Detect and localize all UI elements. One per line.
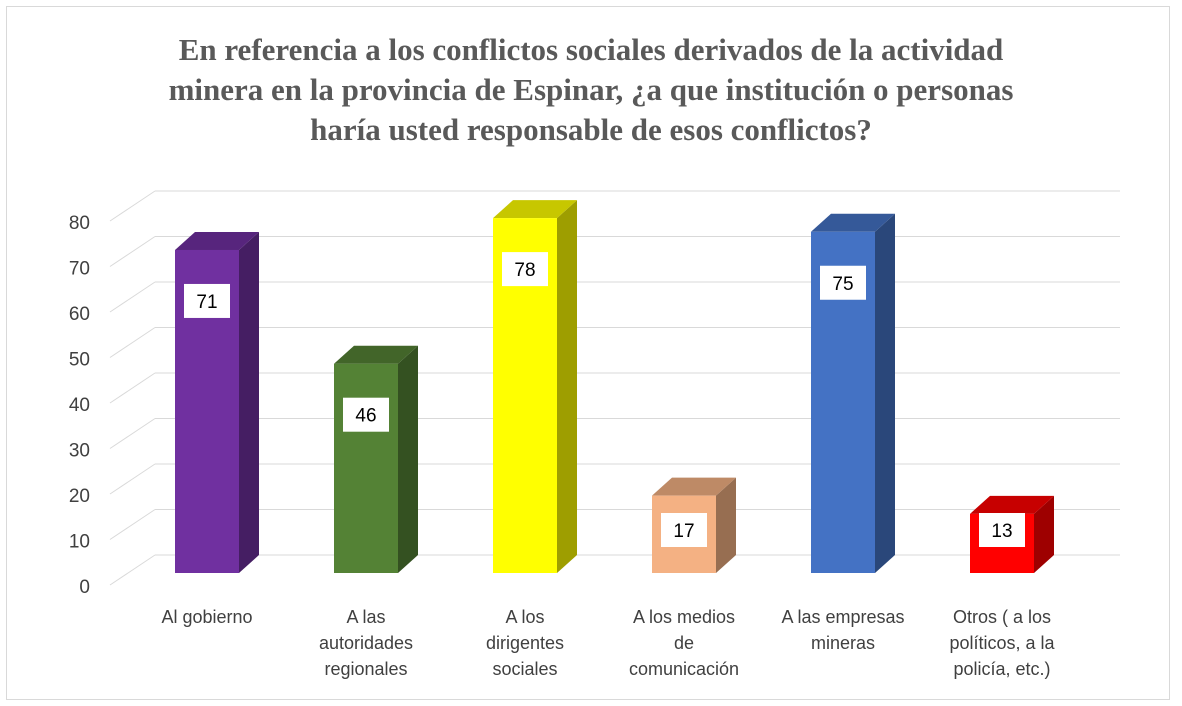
data-label-box: [343, 397, 389, 432]
y-tick-label: 30: [69, 441, 90, 462]
bar-side: [875, 213, 895, 573]
bar-group: 46: [334, 345, 418, 573]
x-tick-label: Otros ( a los políticos, a la policía, etc…: [949, 607, 1055, 679]
data-label-box: [502, 252, 548, 287]
x-tick-label: A los dirigentes sociales: [486, 607, 564, 679]
bar-top: [175, 231, 259, 250]
y-tick-label: 80: [69, 213, 90, 234]
x-tick-label: Al gobierno: [161, 607, 252, 627]
data-label-box: [820, 265, 866, 300]
gridline-slant: [109, 372, 156, 404]
bar-top: [334, 345, 418, 364]
data-label-text: 13: [991, 521, 1012, 542]
y-axis: 0 10 20 30 40 50 60 70 80: [69, 213, 90, 598]
data-label: 75: [820, 265, 866, 300]
data-label: 17: [661, 513, 707, 547]
data-label-box: [661, 513, 707, 547]
x-tick-label-line: mineras: [811, 633, 875, 653]
gridlines: [109, 190, 1120, 586]
bar-group: 78: [493, 200, 577, 573]
chart-title-line-3: haría usted responsable de esos conflict…: [310, 112, 872, 147]
gridline-slant: [109, 418, 156, 449]
x-tick-label-line: políticos, a la: [949, 633, 1055, 653]
gridline-slant: [109, 236, 156, 267]
bar-group: 75: [811, 213, 895, 573]
data-label: 46: [343, 397, 389, 432]
gridline-slant: [109, 327, 156, 358]
gridline-slant: [109, 463, 156, 495]
bar-top: [970, 495, 1054, 514]
bar-group: 13: [970, 495, 1054, 573]
data-label-text: 17: [673, 521, 694, 542]
bar-top: [652, 477, 736, 496]
x-tick-label-line: A las: [346, 607, 385, 627]
y-tick-label: 50: [69, 350, 90, 371]
gridline-slant: [109, 190, 156, 222]
x-tick-label-line: sociales: [492, 659, 557, 679]
data-label: 13: [979, 513, 1025, 547]
data-label-box: [184, 283, 230, 318]
x-tick-label-line: policía, etc.): [953, 659, 1050, 679]
y-tick-label: 10: [69, 532, 90, 553]
x-tick-label-line: comunicación: [629, 659, 739, 679]
y-tick-label: 0: [79, 577, 90, 598]
bar-group: 17: [652, 477, 736, 573]
bar-side: [239, 231, 259, 573]
data-label-text: 75: [832, 274, 853, 295]
x-tick-label-line: Al gobierno: [161, 607, 252, 627]
y-tick-label: 20: [69, 486, 90, 507]
x-tick-label-line: A los: [505, 607, 544, 627]
x-tick-label-line: regionales: [324, 659, 407, 679]
bar-side: [716, 477, 736, 573]
data-label-text: 78: [514, 260, 535, 281]
chart-title: En referencia a los conflictos sociales …: [0, 30, 1182, 150]
y-tick-label: 40: [69, 395, 90, 416]
x-tick-label: A los medios de comunicación: [629, 607, 739, 679]
x-tick-label-line: dirigentes: [486, 633, 564, 653]
x-tick-label-line: de: [674, 633, 694, 653]
bar-top: [493, 200, 577, 219]
x-tick-label: A las autoridades regionales: [319, 607, 413, 679]
bar-side: [557, 200, 577, 573]
bar: [334, 363, 398, 573]
y-tick-label: 60: [69, 304, 90, 325]
bars: 71 46 78 17 75 13: [175, 200, 1054, 573]
data-label-text: 71: [196, 292, 217, 313]
x-tick-label-line: autoridades: [319, 633, 413, 653]
x-tick-label-line: A las empresas: [781, 607, 904, 627]
data-label-text: 46: [355, 406, 376, 427]
bar-side: [1034, 495, 1054, 573]
x-tick-label-line: A los medios: [633, 607, 735, 627]
y-tick-label: 70: [69, 259, 90, 280]
data-label-box: [979, 513, 1025, 547]
gridline-slant: [109, 281, 156, 313]
x-tick-label-line: Otros ( a los: [953, 607, 1051, 627]
gridline-slant: [109, 554, 156, 586]
x-tick-label: A las empresas mineras: [781, 607, 904, 653]
bar-top: [811, 213, 895, 232]
data-label: 71: [184, 283, 230, 318]
data-label: 78: [502, 252, 548, 287]
chart-title-line-1: En referencia a los conflictos sociales …: [178, 32, 1004, 67]
bar-group: 71: [175, 231, 259, 573]
gridline-slant: [109, 509, 156, 540]
bar-side: [398, 345, 418, 573]
chart-title-line-2: minera en la provincia de Espinar, ¿a qu…: [168, 72, 1014, 107]
